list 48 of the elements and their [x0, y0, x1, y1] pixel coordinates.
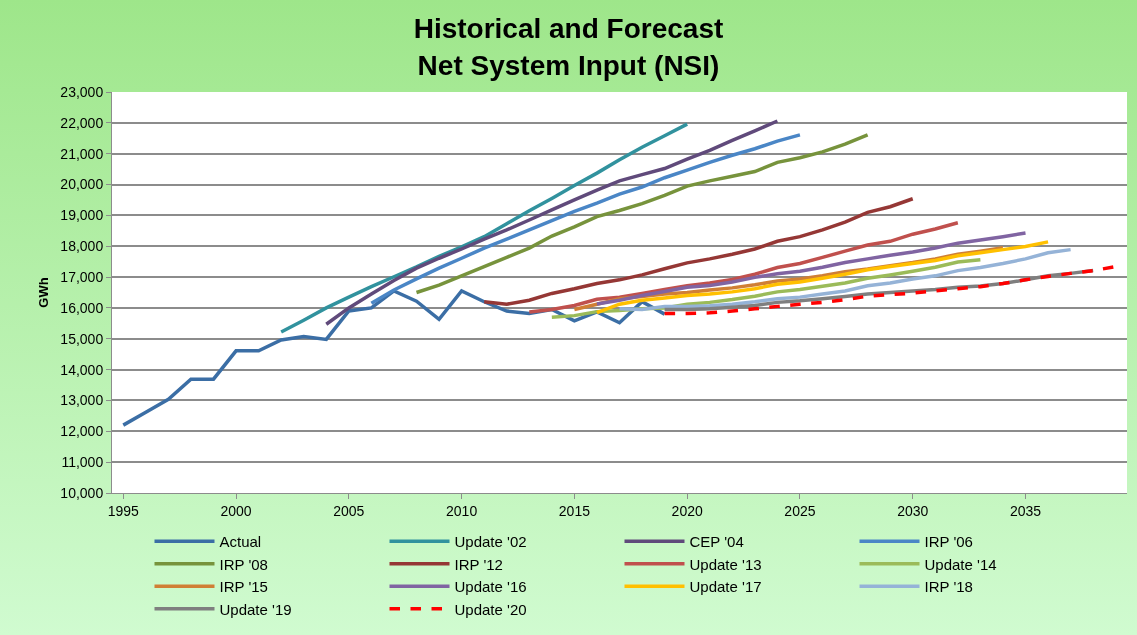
legend-label: Update '13 — [689, 555, 762, 573]
x-tick-label: 2000 — [220, 502, 252, 519]
legend-label: IRP '06 — [924, 533, 973, 551]
legend-label: Actual — [219, 533, 262, 551]
y-tick-label: 20,000 — [60, 176, 104, 193]
x-tick-label: 2025 — [784, 502, 816, 519]
legend-label: Update '20 — [454, 600, 527, 618]
legend-label: IRP '12 — [454, 555, 503, 573]
x-tick-label: 2020 — [671, 502, 703, 519]
y-tick-label: 23,000 — [60, 83, 104, 100]
line-series — [414, 133, 870, 295]
line-series — [279, 122, 689, 334]
legend-label: Update '19 — [219, 600, 292, 618]
line-series — [617, 247, 1073, 312]
chart-title: Historical and Forecast Net System Input (NSI) — [413, 13, 724, 81]
y-tick-label: 16,000 — [60, 299, 104, 316]
legend-label: Update '16 — [454, 578, 527, 596]
y-tick-label: 22,000 — [60, 114, 104, 131]
line-series — [595, 231, 1028, 306]
x-tick-label: 2015 — [558, 502, 591, 519]
legend-label: IRP '08 — [219, 555, 268, 573]
y-tick-label: 11,000 — [61, 454, 104, 471]
x-tick-label: 1995 — [107, 502, 140, 519]
legend-label: IRP '15 — [219, 578, 268, 596]
line-series — [527, 221, 960, 314]
y-tick-label: 17,000 — [60, 268, 104, 285]
line-series — [482, 196, 915, 306]
y-tick-label: 10,000 — [60, 484, 104, 501]
x-tick-label: 2005 — [333, 502, 365, 519]
legend-label: Update '14 — [924, 555, 997, 573]
y-tick-label: 14,000 — [60, 361, 104, 378]
x-tick-label: 2030 — [897, 502, 929, 519]
legend-label: Update '17 — [689, 578, 762, 596]
y-tick-label: 21,000 — [60, 145, 104, 162]
legend-label: Update '02 — [454, 533, 527, 551]
legend-label: IRP '18 — [924, 578, 973, 596]
y-tick-label: 12,000 — [60, 423, 104, 440]
line-series — [324, 119, 780, 327]
x-tick-label: 2035 — [1009, 502, 1042, 519]
y-tick-label: 18,000 — [60, 238, 104, 255]
y-tick-label: 15,000 — [60, 330, 104, 347]
x-tick-label: 2010 — [446, 502, 478, 519]
y-tick-label: 19,000 — [60, 207, 104, 224]
y-tick-label: 13,000 — [60, 392, 104, 409]
line-series — [595, 240, 1050, 315]
legend-label: CEP '04 — [689, 533, 744, 551]
y-axis-title: GWh — [36, 277, 52, 308]
line-series — [369, 133, 802, 306]
